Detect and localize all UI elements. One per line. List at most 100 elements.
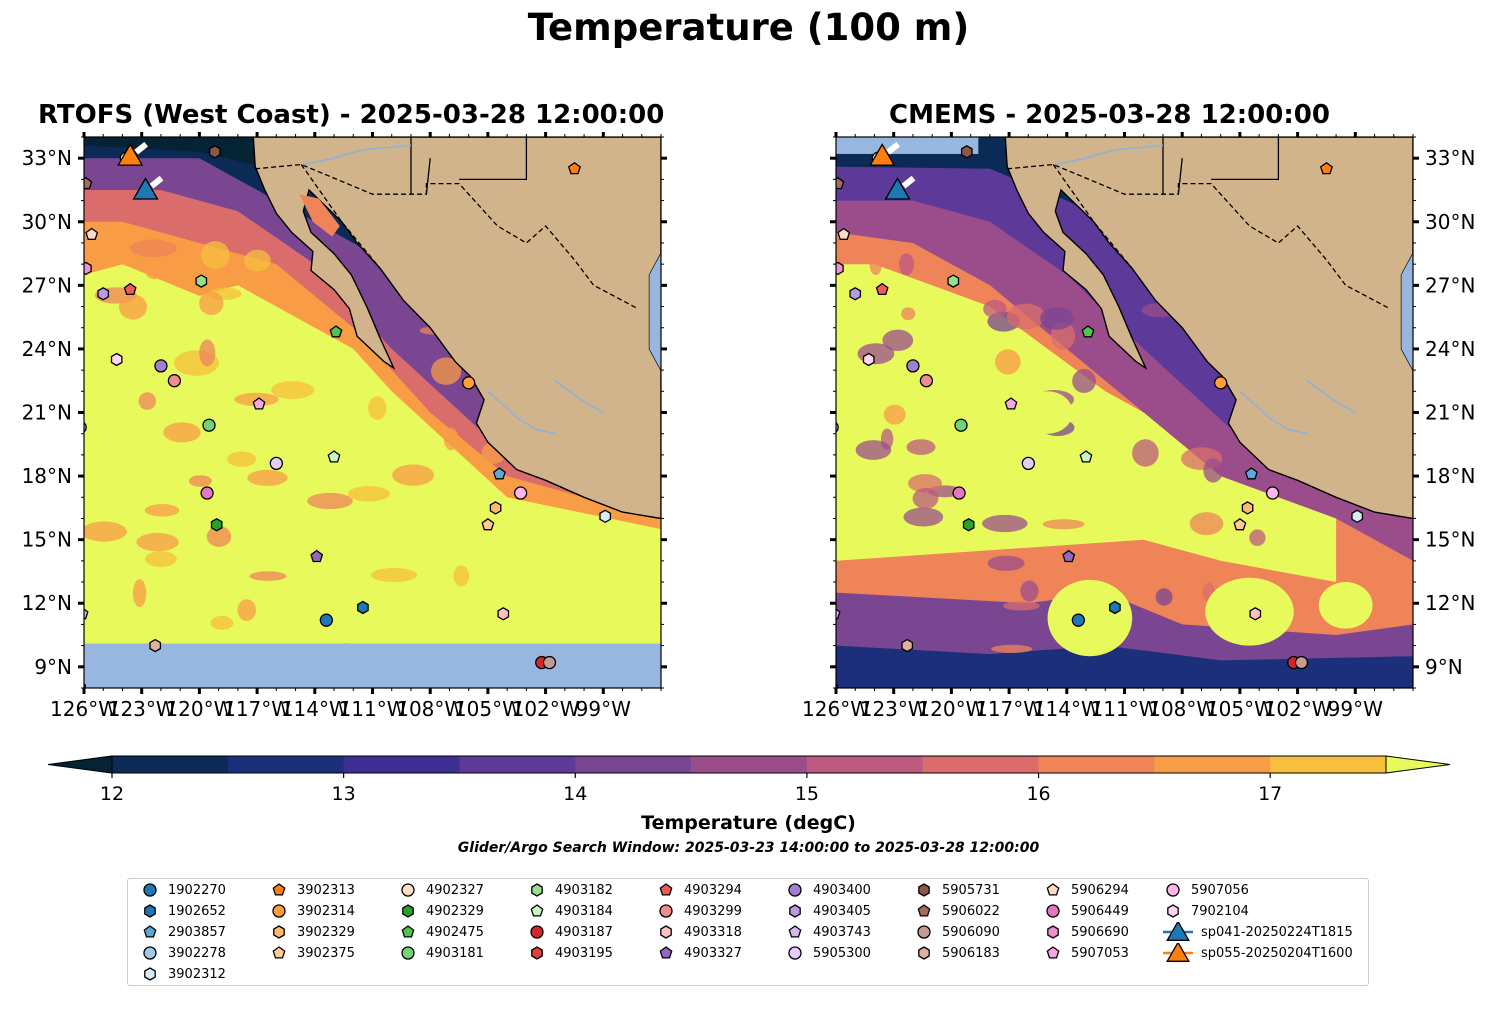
float-5906294 — [85, 227, 99, 240]
eddy-patch — [912, 487, 939, 509]
colorbar-segment — [1270, 756, 1387, 773]
colorbar-tick-label: 13 — [332, 783, 356, 805]
float-5907053 — [252, 397, 266, 410]
legend-label: 3902278 — [168, 945, 226, 961]
legend-marker — [272, 883, 286, 896]
eddy-patch — [899, 253, 914, 276]
lon-tick-label: 108°W — [396, 697, 464, 721]
hexagon-icon — [144, 967, 156, 981]
legend-marker — [143, 925, 157, 938]
legend-item-2903857: 2903857 — [140, 922, 226, 942]
float-3902375 — [1233, 517, 1247, 531]
eddy-patch — [188, 475, 212, 487]
legend-item-3902313: 3902313 — [269, 880, 355, 900]
eddy-patch — [118, 294, 148, 320]
float-legend: 1902270 1902652 2903857 3902278 3902312 39023… — [127, 878, 1369, 986]
legend-label: 3902375 — [297, 945, 355, 961]
legend-label: 4903182 — [555, 882, 613, 898]
float-4903743 — [84, 608, 89, 620]
pentagon-icon — [401, 925, 415, 938]
legend-item-4903184: 4903184 — [527, 901, 613, 921]
legend-marker — [143, 883, 157, 897]
political-border — [255, 163, 639, 310]
float-5906449 — [952, 486, 966, 500]
eddy-patch — [247, 469, 288, 486]
eddy-patch — [1003, 601, 1040, 611]
legend-marker — [1166, 943, 1190, 962]
eddy-patch — [199, 291, 224, 316]
float-4903181 — [202, 418, 216, 432]
float-2903857 — [492, 467, 506, 480]
colorbar-segment — [806, 756, 924, 773]
eddy-patch — [206, 526, 232, 547]
colorbar-high-extend — [1385, 755, 1451, 774]
legend-item-4903318: 4903318 — [656, 922, 742, 942]
colorbar-tick-label: 15 — [795, 783, 819, 805]
float-4903182 — [947, 274, 960, 288]
legend-label: 4903405 — [813, 903, 871, 919]
float-5906294 — [837, 227, 851, 240]
lon-tick-label: 102°W — [1264, 697, 1332, 721]
float-5906183 — [901, 638, 914, 653]
legend-label: 4903400 — [813, 882, 871, 898]
legend-label: 5906090 — [942, 924, 1000, 940]
colorbar-low-extend — [47, 755, 113, 774]
eddy-patch — [210, 615, 234, 630]
pentagon-icon — [272, 946, 286, 959]
pentagon-icon — [1046, 883, 1060, 896]
legend-label: 4903327 — [684, 945, 742, 961]
circle-icon — [917, 925, 931, 939]
lon-tick-label: 123°W — [860, 697, 928, 721]
lon-tick-label: 111°W — [1091, 697, 1159, 721]
float-3902312 — [599, 509, 612, 524]
circle-icon — [659, 904, 673, 918]
political-border — [1007, 163, 1391, 310]
legend-marker — [659, 883, 673, 896]
legend-marker — [788, 925, 802, 938]
eddy-patch — [138, 392, 156, 410]
glider-sp055-20250204T1600 — [117, 143, 144, 166]
triangle-icon — [1163, 922, 1193, 941]
colorbar-tick-label: 14 — [563, 783, 587, 805]
lon-tick-label: 117°W — [975, 697, 1043, 721]
lat-tick-label: 30°N — [1425, 210, 1475, 234]
float-5907056 — [1265, 486, 1280, 500]
legend-label: 5905300 — [813, 945, 871, 961]
legend-label: 4903318 — [684, 924, 742, 940]
legend-marker — [144, 904, 156, 918]
float-4903318 — [1249, 607, 1262, 621]
political-border — [459, 137, 528, 181]
glider-sp041-20250224T1815 — [132, 177, 159, 200]
eddy-patch — [1042, 519, 1085, 530]
legend-marker — [789, 904, 801, 918]
legend-label: 4902475 — [426, 924, 484, 940]
eddy-patch — [244, 249, 271, 272]
legend-label: 3902312 — [168, 966, 226, 982]
float-4903327 — [1062, 549, 1076, 563]
float-1902270 — [319, 613, 333, 627]
float-3902329 — [489, 501, 502, 515]
hexagon-icon — [402, 904, 414, 918]
circle-icon — [788, 883, 802, 897]
legend-marker — [1046, 946, 1060, 959]
legend-marker — [1167, 904, 1179, 918]
eddy-patch — [144, 504, 180, 517]
legend-label: 5905731 — [942, 882, 1000, 898]
legend-item-4903400: 4903400 — [785, 880, 871, 900]
colorbar-segment — [459, 756, 576, 773]
float-5907056 — [513, 486, 528, 500]
legend-marker — [917, 925, 931, 939]
legend-marker — [788, 946, 802, 960]
legend-item-5905731: 5905731 — [914, 880, 1000, 900]
float-4903327 — [310, 549, 324, 563]
circle-icon — [401, 946, 415, 960]
eddy-patch — [271, 381, 315, 400]
pentagon-icon — [788, 925, 802, 938]
legend-item-4903743: 4903743 — [785, 922, 871, 942]
legend-item-3902312: 3902312 — [140, 964, 226, 984]
eddy-patch — [129, 239, 177, 258]
political-border — [1211, 137, 1280, 181]
lon-tick-label: 123°W — [108, 697, 176, 721]
gulf-warm-patch — [299, 194, 340, 237]
colorbar-segment — [922, 756, 1039, 773]
